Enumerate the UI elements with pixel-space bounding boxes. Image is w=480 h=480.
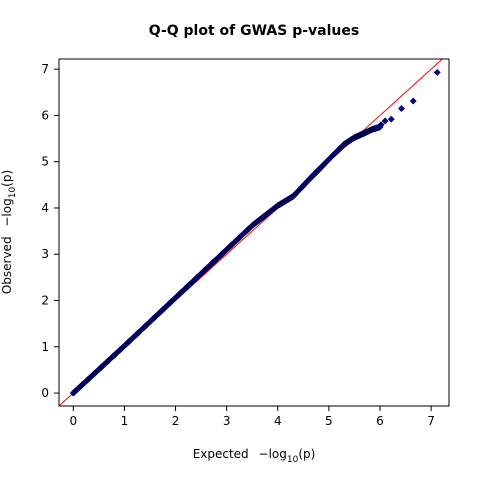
y-axis-label: Observed −log10(p) xyxy=(0,170,18,294)
x-tick-label: 2 xyxy=(172,414,180,428)
chart-title: Q-Q plot of GWAS p-values xyxy=(149,23,359,39)
y-tick-label: 7 xyxy=(41,62,49,76)
y-tick-label: 5 xyxy=(41,155,49,169)
x-tick-label: 3 xyxy=(223,414,231,428)
data-point xyxy=(409,97,417,105)
x-axis-label: Expected −log10(p) xyxy=(193,447,316,465)
x-tick-label: 5 xyxy=(325,414,333,428)
x-tick-label: 1 xyxy=(121,414,129,428)
y-tick-label: 3 xyxy=(41,247,49,261)
y-axis: 0 1 2 3 4 5 6 7 xyxy=(41,62,59,400)
x-tick-label: 7 xyxy=(427,414,435,428)
y-axis-label-math: −log xyxy=(0,198,14,226)
y-axis-label-sub: 10 xyxy=(8,187,18,199)
x-axis-label-arg: (p) xyxy=(298,447,315,461)
y-axis-label-prefix: Observed xyxy=(0,236,14,294)
y-tick-label: 1 xyxy=(41,340,49,354)
y-tick-label: 2 xyxy=(41,294,49,308)
data-point xyxy=(433,68,441,76)
x-axis-label-prefix: Expected xyxy=(193,447,249,461)
x-tick-label: 4 xyxy=(274,414,282,428)
x-axis-label-sub: 10 xyxy=(287,455,299,465)
data-point xyxy=(381,117,389,125)
y-axis-label-arg: (p) xyxy=(0,170,14,187)
data-point xyxy=(372,124,380,132)
data-point xyxy=(397,104,406,113)
data-point xyxy=(387,115,395,123)
y-tick-label: 6 xyxy=(41,108,49,122)
x-axis-label-math: −log xyxy=(259,447,287,461)
y-tick-label: 0 xyxy=(41,386,49,400)
points-layer xyxy=(69,68,441,397)
plot-frame xyxy=(58,58,450,407)
data-point xyxy=(377,121,385,129)
x-tick-label: 0 xyxy=(69,414,77,428)
y-tick-label: 4 xyxy=(41,201,49,215)
x-axis: 0 1 2 3 4 5 6 7 xyxy=(69,406,435,428)
x-tick-label: 6 xyxy=(376,414,384,428)
